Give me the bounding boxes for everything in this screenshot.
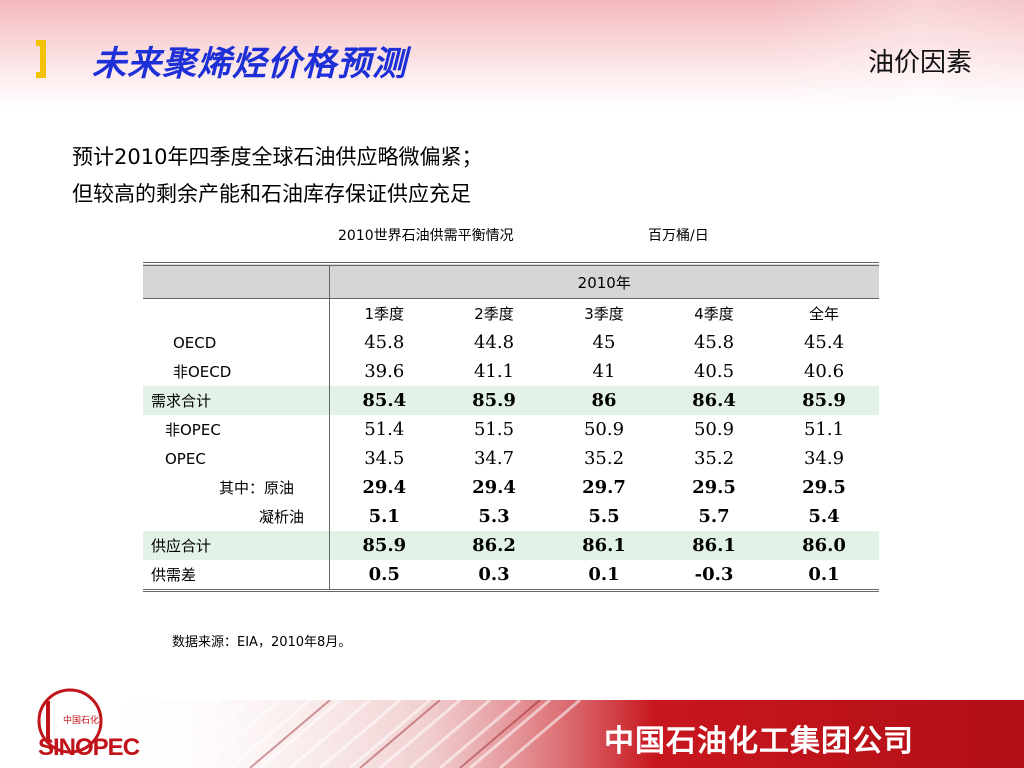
table-cell: 34.5	[364, 448, 405, 469]
table-row: 凝析油 5.1 5.3 5.5 5.7 5.4	[143, 502, 879, 531]
table-cell: 45.8	[693, 332, 735, 353]
row-label: 其中：原油	[143, 473, 330, 502]
table-cell: 5.3	[478, 506, 510, 527]
table-cell: 0.1	[549, 560, 659, 592]
table-cell: 5.1	[368, 506, 400, 527]
table-cell: 5.5	[588, 506, 620, 527]
table-cell: 39.6	[364, 361, 405, 382]
table-row-demand-total: 需求合计 85.4 85.9 86 86.4 85.9	[143, 386, 880, 415]
table-cell: 41.1	[473, 361, 515, 382]
row-label: 供应合计	[143, 531, 330, 560]
col-header-q2: 2季度	[474, 305, 514, 323]
table-cell: 29.4	[472, 477, 516, 498]
table-cell: 0.1	[769, 560, 880, 592]
table-cell: 51.1	[803, 419, 845, 440]
footer-band	[100, 700, 1024, 768]
sinopec-logo-icon: 中国石化	[37, 688, 103, 754]
table-cell: 86.4	[659, 386, 769, 415]
table-cell: 44.8	[473, 332, 515, 353]
table-row-supply-total: 供应合计 85.9 86.2 86.1 86.1 86.0	[143, 531, 880, 560]
table-cell: 29.4	[362, 477, 407, 498]
row-label: 供需差	[143, 560, 330, 592]
table-cell: 29.5	[692, 477, 736, 498]
row-label: 凝析油	[143, 502, 330, 531]
logo-cn-text: 中国石化	[63, 714, 99, 726]
table-cell: 34.9	[803, 448, 845, 469]
bracket-decoration	[36, 40, 46, 78]
table-cell: 85.9	[769, 386, 880, 415]
data-source-note: 数据来源：EIA，2010年8月。	[172, 635, 352, 650]
table-corner-cell	[143, 262, 330, 299]
table-cell: 0.3	[439, 560, 549, 592]
row-label: 需求合计	[143, 386, 330, 415]
table-cell: 45.4	[803, 332, 845, 353]
row-label: 非OPEC	[143, 415, 330, 444]
col-header-q3: 3季度	[584, 305, 624, 323]
table-header-row: 2010年	[143, 262, 880, 299]
table-cell: 86.2	[439, 531, 549, 560]
table-unit: 百万桶/日	[648, 228, 709, 244]
summary-line-2: 但较高的剩余产能和石油库存保证供应充足	[72, 182, 471, 206]
quarter-header-row: 1季度 2季度 3季度 4季度 全年	[143, 298, 879, 328]
table-cell: 85.4	[329, 386, 439, 415]
table-cell: 85.9	[329, 531, 439, 560]
table-cell: 40.5	[693, 361, 735, 382]
table-cell: 5.7	[698, 506, 730, 527]
table-cell: 34.7	[473, 448, 515, 469]
col-header-q1: 1季度	[364, 305, 405, 323]
table-cell: 40.6	[803, 361, 845, 382]
table-cell: 50.9	[583, 419, 625, 440]
col-header-q4: 4季度	[694, 305, 734, 323]
slide-title: 未来聚烯烃价格预测	[92, 44, 407, 84]
table-cell: 35.2	[693, 448, 735, 469]
table-cell: 86.0	[769, 531, 880, 560]
table-cell: 29.5	[802, 477, 846, 498]
section-label: 油价因素	[867, 48, 972, 78]
table-row: OPEC 34.5 34.7 35.2 35.2 34.9	[143, 444, 879, 473]
table-cell: 0.5	[329, 560, 439, 592]
slide-header	[0, 0, 1024, 108]
year-header: 2010年	[329, 262, 880, 299]
row-label: OECD	[143, 328, 330, 357]
table-cell: 45	[592, 332, 616, 353]
col-header-full-year: 全年	[809, 305, 840, 323]
table-cell: 41	[592, 361, 616, 382]
table-row: 非OPEC 51.4 51.5 50.9 50.9 51.1	[143, 415, 879, 444]
table-cell: 45.8	[364, 332, 405, 353]
table-row-balance: 供需差 0.5 0.3 0.1 -0.3 0.1	[143, 560, 880, 592]
table-cell: -0.3	[659, 560, 769, 592]
table-cell: 50.9	[693, 419, 735, 440]
table-row: 其中：原油 29.4 29.4 29.7 29.5 29.5	[143, 473, 879, 502]
company-name: 中国石油化工集团公司	[604, 724, 914, 759]
table-cell: 51.4	[364, 419, 405, 440]
table-cell: 29.7	[582, 477, 626, 498]
table-cell: 5.4	[808, 506, 840, 527]
table-cell: 51.5	[473, 419, 515, 440]
supply-demand-table: 2010年 1季度 2季度 3季度 4季度 全年 OECD 45.8 44.8 …	[143, 262, 880, 592]
row-label: OPEC	[143, 444, 330, 473]
table-row: OECD 45.8 44.8 45 45.8 45.4	[143, 328, 879, 357]
table-cell: 86	[549, 386, 659, 415]
table-cell: 86.1	[659, 531, 769, 560]
logo-wordmark: SINOPEC	[38, 734, 140, 761]
table-cell: 85.9	[439, 386, 549, 415]
table-cell: 35.2	[583, 448, 625, 469]
table-caption: 2010世界石油供需平衡情况	[338, 228, 514, 244]
summary-line-1: 预计2010年四季度全球石油供应略微偏紧；	[72, 145, 483, 169]
row-label: 非OECD	[143, 357, 330, 386]
table-cell: 86.1	[549, 531, 659, 560]
table-row: 非OECD 39.6 41.1 41 40.5 40.6	[143, 357, 879, 386]
